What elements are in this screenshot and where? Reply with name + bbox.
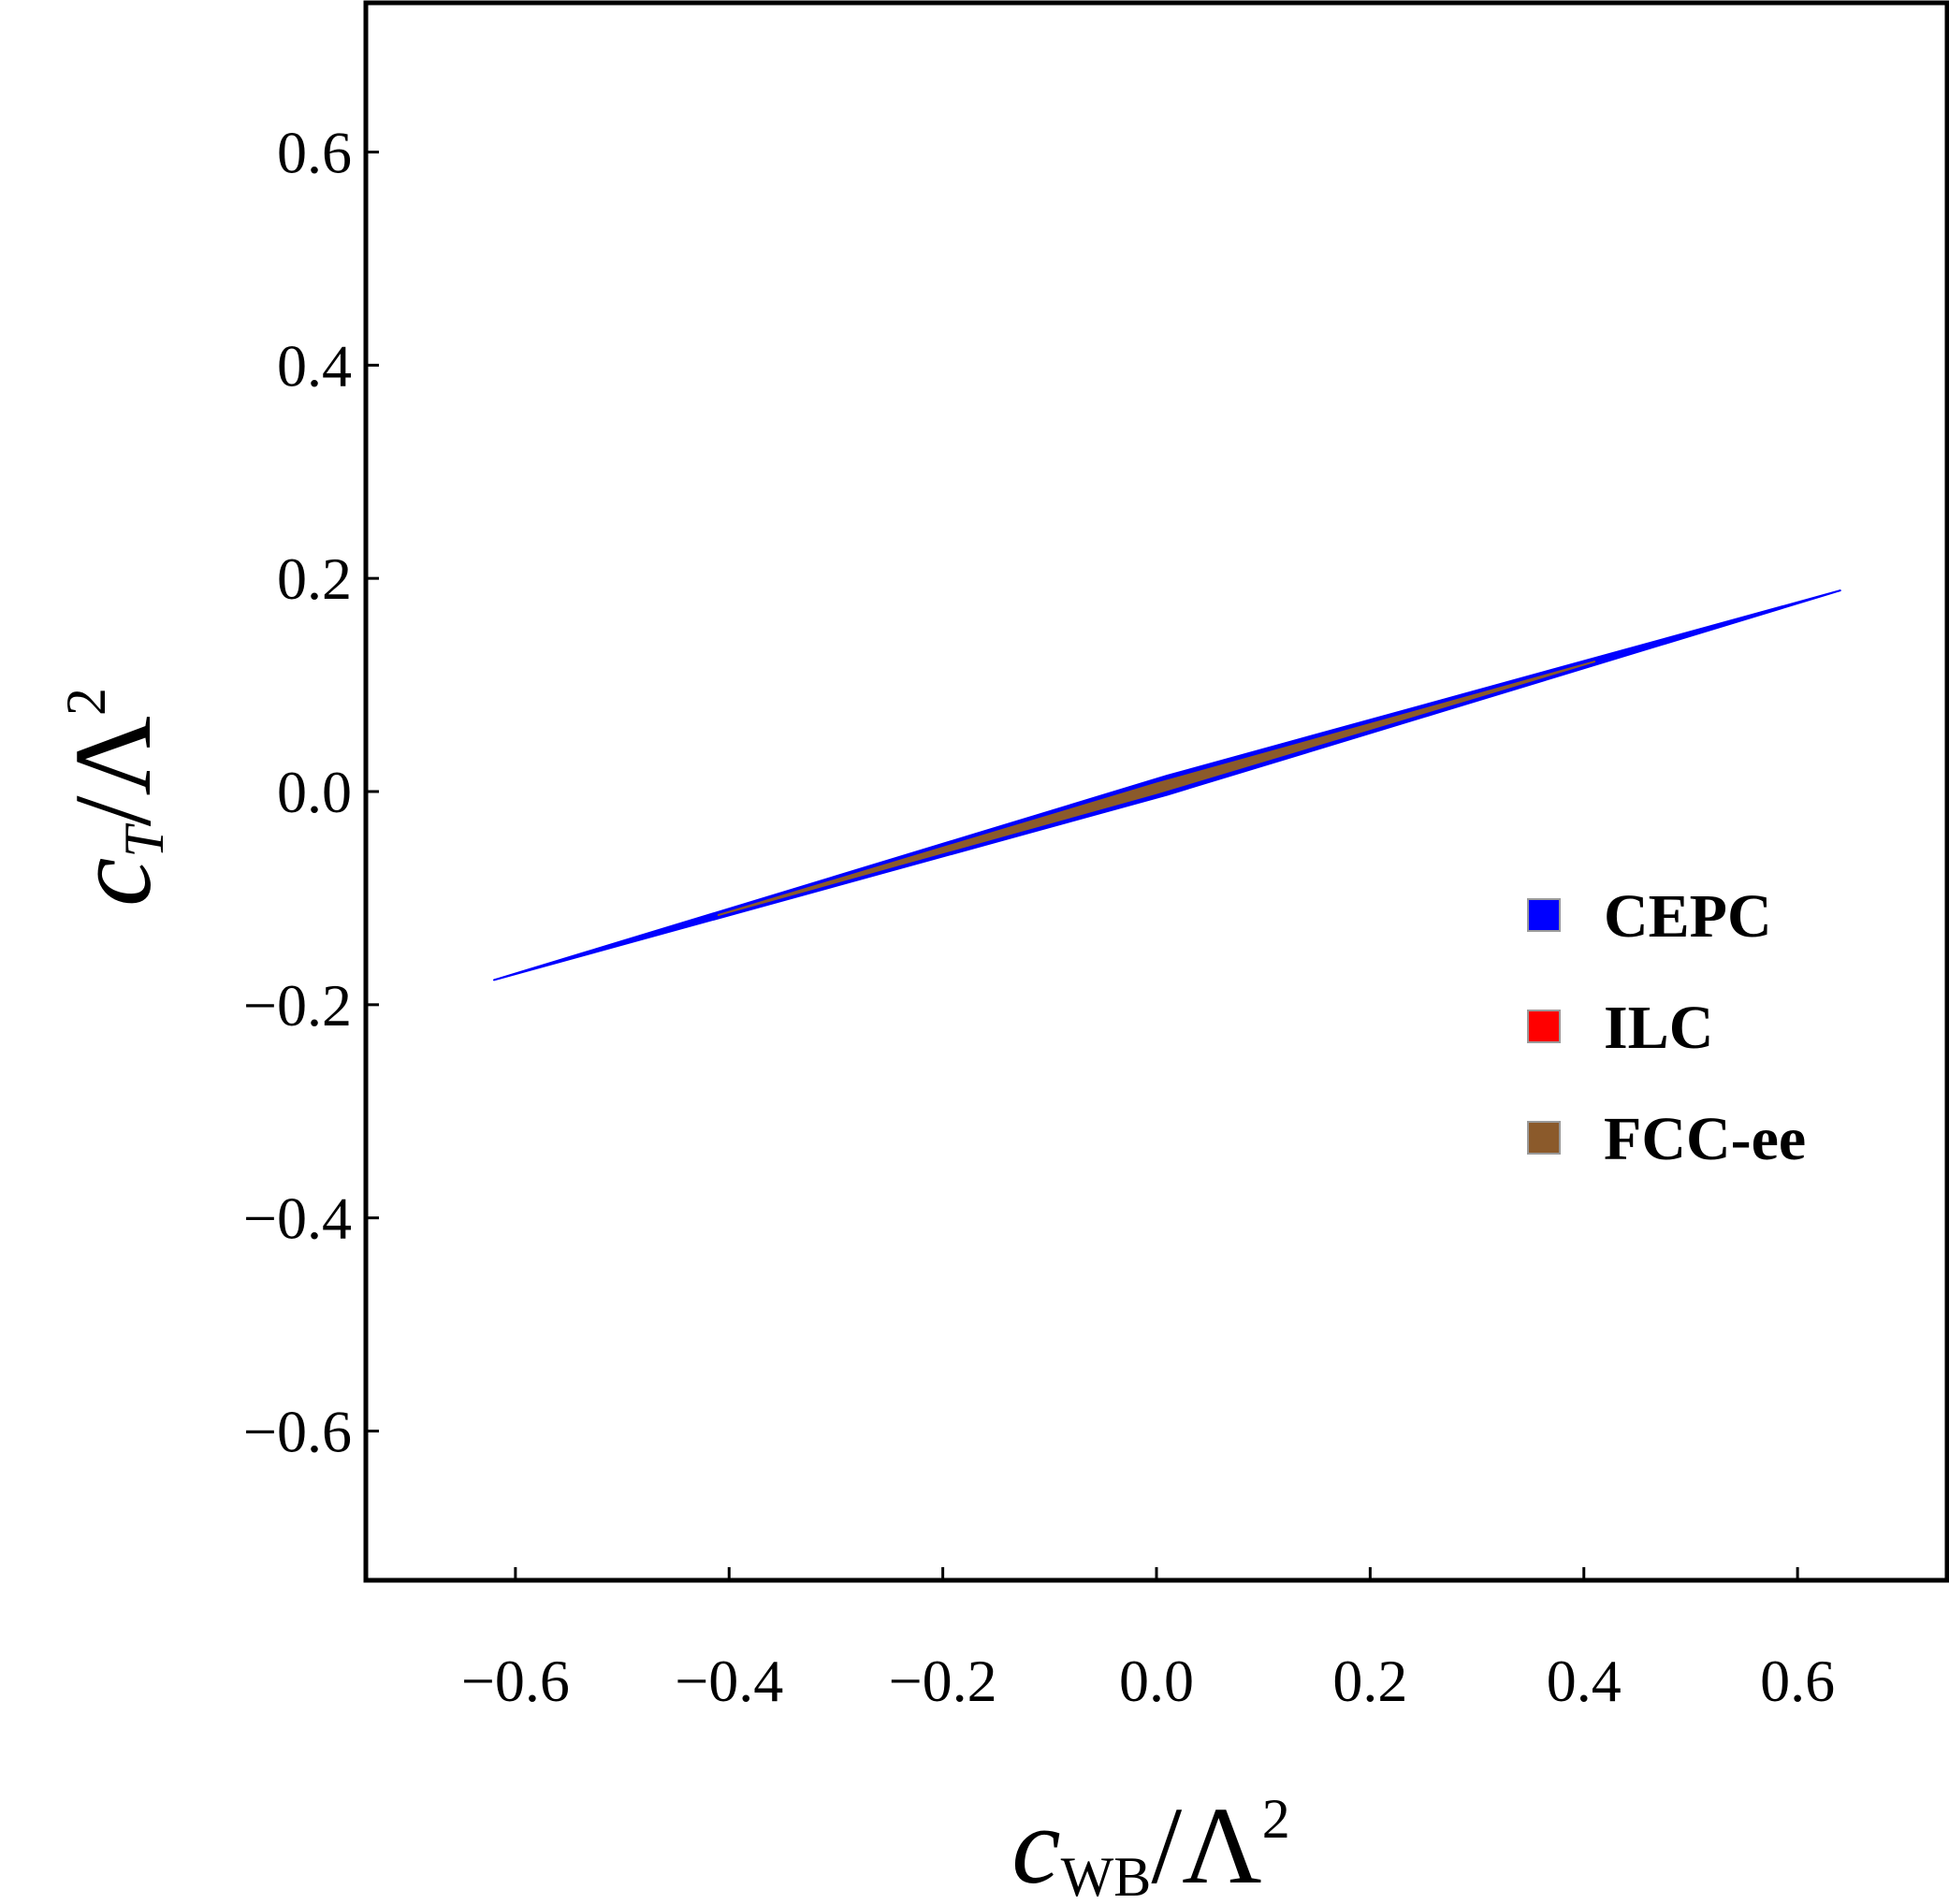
x-tick-label: 0.6 bbox=[1760, 1648, 1835, 1714]
x-tick-label: −0.2 bbox=[889, 1648, 997, 1714]
y-tick-label: 0.6 bbox=[277, 119, 352, 185]
plot-frame bbox=[363, 0, 1949, 1583]
y-tick-label: 0.2 bbox=[277, 545, 352, 612]
y-tick-label: −0.4 bbox=[243, 1185, 352, 1252]
x-tick-label: −0.6 bbox=[461, 1648, 570, 1714]
x-tick-label: 0.2 bbox=[1332, 1648, 1407, 1714]
tick-label-layer: −0.6 −0.4 −0.2 0.0 0.2 0.4 0.6 −0.6 −0.4 −0.2 0.0 0… bbox=[243, 119, 1835, 1714]
x-tick-label: 0.4 bbox=[1547, 1648, 1622, 1714]
series-region-fcc-ee bbox=[717, 661, 1596, 916]
y-tick-label: 0.0 bbox=[277, 759, 352, 825]
legend-swatch-cepc bbox=[1527, 898, 1561, 932]
x-tick-label: 0.0 bbox=[1119, 1648, 1194, 1714]
y-tick-label: 0.4 bbox=[277, 332, 352, 399]
y-tick-label: −0.6 bbox=[243, 1399, 352, 1465]
y-axis-title: cT/Λ2 bbox=[51, 688, 175, 907]
x-axis-title: cWB/Λ2 bbox=[1011, 1784, 1289, 1899]
legend-swatch-fcc-ee bbox=[1527, 1121, 1561, 1155]
legend-swatch-ilc bbox=[1527, 1010, 1561, 1043]
x-tick-label: −0.4 bbox=[675, 1648, 783, 1714]
series-layer bbox=[493, 589, 1841, 981]
legend: CEPC ILC FCC-ee bbox=[1527, 882, 1806, 1173]
legend-label-ilc: ILC bbox=[1604, 994, 1713, 1062]
legend-label-fcc-ee: FCC-ee bbox=[1604, 1105, 1806, 1173]
legend-label-cepc: CEPC bbox=[1604, 882, 1772, 951]
y-tick-label: −0.2 bbox=[243, 972, 352, 1039]
